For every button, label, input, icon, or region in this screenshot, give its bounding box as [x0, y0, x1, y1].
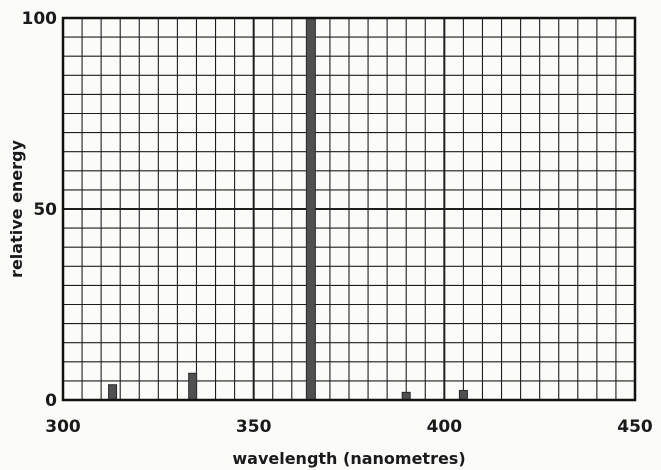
spectral-line-bar	[108, 384, 118, 401]
y-tick-label: 0	[45, 391, 57, 411]
x-tick-label: 400	[427, 417, 463, 437]
spectral-line-bar	[305, 17, 316, 401]
x-axis-title: wavelength (nanometres)	[232, 449, 465, 468]
x-tick-label: 450	[617, 417, 653, 437]
y-tick-label: 50	[33, 200, 57, 220]
tick-labels: 300 350 400 450 0 50 100	[22, 9, 653, 437]
x-tick-label: 300	[45, 417, 81, 437]
x-tick-label: 350	[236, 417, 272, 437]
grid	[62, 17, 636, 401]
spectral-line-bar	[458, 389, 468, 401]
y-axis-title: relative energy	[7, 139, 26, 277]
spectral-line-bar	[188, 372, 198, 401]
plot-frame	[61, 16, 637, 402]
y-tick-label: 100	[22, 9, 58, 29]
